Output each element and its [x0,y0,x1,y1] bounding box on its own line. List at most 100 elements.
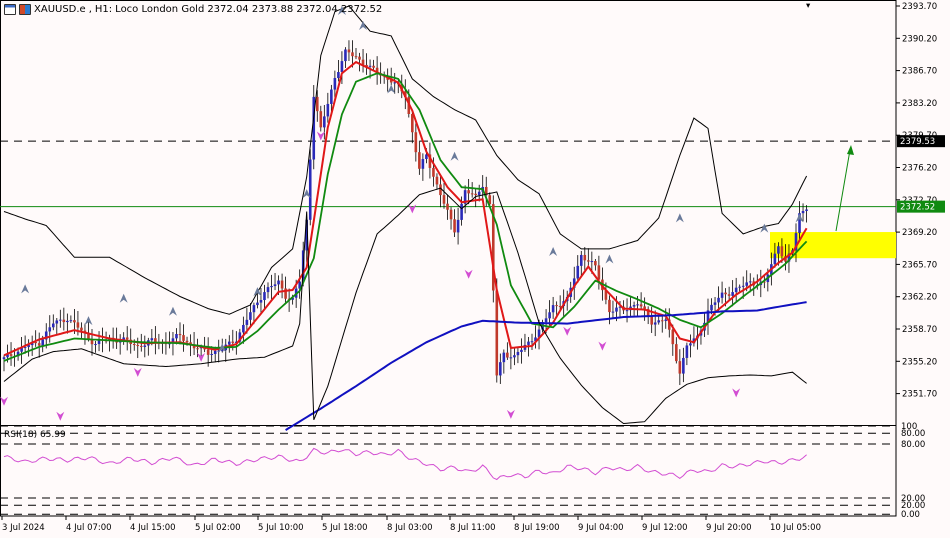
candle-body [171,338,175,344]
candle-body [185,340,189,343]
candle-body [639,304,643,307]
candle-body [242,324,245,333]
candle-body [73,320,76,323]
candle-body [467,190,470,194]
candle-body [636,304,639,306]
rsi-tick-label: 100 [901,422,917,432]
candle-body [150,338,154,341]
down-arrow-marker [56,411,65,421]
candle-body [675,344,678,362]
candle-body [284,288,287,299]
projection-arrow-line [835,149,851,232]
candle-body [527,341,530,345]
time-tick-label: 9 Jul 12:00 [642,523,688,533]
candle-body [741,285,745,287]
up-arrow-marker [253,287,262,297]
candle-body [245,319,249,325]
candle-body [323,116,326,128]
candle-body [315,96,319,112]
candle-body [710,304,713,311]
time-tick-label: 10 Jul 05:00 [770,523,821,533]
candle-body [678,361,682,374]
candle-body [305,219,309,251]
price-tick-label: 2393.70 [902,2,937,12]
candle-body [689,343,692,346]
time-tick-label: 8 Jul 03:00 [387,523,433,533]
candle-body [453,219,456,233]
price-tick-label: 2358.70 [902,325,937,335]
candle-body [474,193,477,196]
candle-body [625,310,629,312]
candle-body [717,297,720,303]
rsi-label: RSI(18) 65.99 [4,430,66,440]
candle-body [139,345,143,347]
candle-body [34,341,37,344]
up-arrow-marker [549,246,558,256]
candle-body [256,302,259,306]
candle-body [16,351,20,357]
time-tick-label: 5 Jul 02:00 [195,523,241,533]
candle-body [340,61,344,73]
price-tick-label: 2386.70 [902,67,937,77]
rsi-tick-label: 80.00 [901,429,925,439]
series-line-ma-mid [3,72,808,362]
candle-body [611,311,615,313]
candle-body [20,347,23,352]
candle-body [587,260,590,262]
series-line-ma-slow [285,301,807,431]
candle-body [763,281,766,283]
candle-body [94,344,97,346]
description-label: Loco London Gold [115,4,205,15]
candle-body [773,253,777,265]
candle-body [90,339,94,345]
series-line-lower-band [3,187,807,425]
candle-body [361,59,365,65]
candle-body [27,345,30,348]
candle-body [449,209,453,220]
candle-body [615,307,618,312]
candle-body [97,339,101,345]
candle-body [213,350,217,354]
projection-arrow-head [847,145,854,155]
candle-body [9,354,13,356]
candle-body [720,292,724,298]
current-price-tag [897,200,945,213]
candle-body [125,337,129,340]
candle-body [425,154,428,160]
candle-body [291,297,294,300]
candle-body [572,278,576,288]
candle-body [646,308,650,317]
candle-body [344,49,347,62]
candle-body [460,203,463,220]
window-icon[interactable] [4,4,16,15]
chart-type-icon[interactable] [19,4,31,15]
rsi-tick-label: 20.00 [901,494,925,504]
candle-body [87,333,90,340]
candle-body [55,320,59,324]
candle-body [347,49,351,53]
current-price-label: 2372.52 [900,203,935,213]
up-arrow-marker [119,293,128,303]
candle-body [664,319,668,321]
candle-body [337,72,340,79]
price-tick-label: 2369.20 [902,228,937,238]
candle-body [23,347,27,349]
candle-body [555,305,558,307]
up-arrow-marker [387,84,396,94]
candle-body [801,210,805,214]
chart-header: XAUUSD.e, H1: Loco London Gold 2372.04 2… [4,4,382,15]
up-arrow-marker [168,306,177,316]
candle-body [403,91,407,98]
candles-group [2,40,808,386]
candle-body [463,190,467,204]
candle-body [446,203,449,210]
up-arrow-marker [218,343,227,353]
candle-body [548,312,551,319]
candle-body [280,280,284,289]
candle-body [509,357,513,359]
up-arrow-marker [450,151,459,161]
resistance-price-label: 2379.53 [900,137,935,147]
candle-body [277,280,280,285]
candle-body [456,219,460,233]
candle-body [80,327,83,331]
